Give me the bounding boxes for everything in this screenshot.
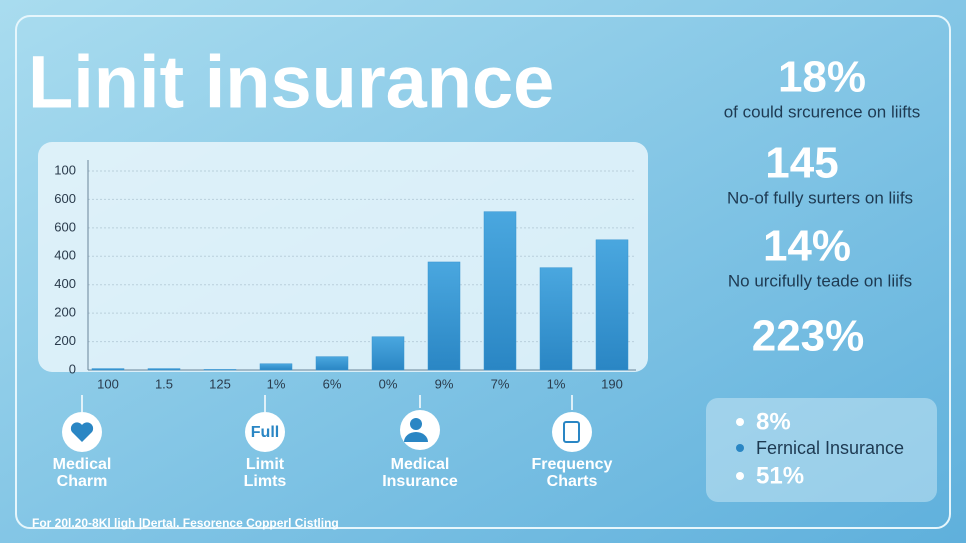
bar [595,239,629,371]
x-tick-label: 1% [267,376,286,391]
feature-icon [552,412,592,452]
y-tick-label: 600 [54,191,76,206]
x-tick-label: 7% [491,376,510,391]
y-tick-label: 600 [54,219,76,234]
legend-item: 8% [756,408,791,435]
feature-label: Limit Limts [243,456,287,490]
x-tick-label: 0% [379,376,398,391]
feature-icon [400,410,440,450]
bar [147,368,181,371]
stat-value: 223% [752,312,865,361]
title: Linit insurance [28,41,554,124]
feature-label-box: Limit Limts [243,456,287,490]
legend-dot [736,418,744,426]
x-tick-label: 6% [323,376,342,391]
stat-value: 145 [765,139,838,188]
person-icon [410,418,422,430]
feature-label-box: Medical Insurance [382,456,458,490]
heart-icon [70,422,94,442]
feature-labels: Medical Charm Limit Limts Medical Insura… [52,456,613,490]
connectors [81,395,573,412]
stat-caption: of could srcurence on liifts [724,102,921,121]
y-tick-label: 400 [54,276,76,291]
bar [259,363,293,371]
bar [371,336,405,371]
bar [203,369,237,371]
feature-label: Medical Insurance [382,456,458,490]
doc-icon [563,421,580,443]
y-tick-label: 400 [54,248,76,263]
legend-item: 51% [756,462,804,489]
y-tick-label: 100 [54,162,76,177]
feature-label-box: Medical Charm [52,456,112,490]
bar [315,356,349,371]
bar [427,261,461,371]
x-tick-label: 100 [97,376,119,391]
bar [539,267,573,371]
legend-box [706,398,937,502]
feature-icon [245,412,285,452]
x-tick-label: 1.5 [155,376,173,391]
y-tick-label: 0 [69,361,76,376]
feature-label: Frequency Charts [531,456,613,490]
icon-text: Full [251,424,279,441]
plot: 0 200 200 400 400 600 600 100 100 1.5 125 1% 6% 0% 9% 7… [54,160,636,391]
bar [91,368,125,371]
legend-dot [736,472,744,480]
legend-item: Fernical Insurance [756,438,904,458]
x-tick-label: 1% [547,376,566,391]
x-tick-label: 9% [435,376,454,391]
bar [483,211,517,371]
stat-value: 14% [763,222,851,271]
x-tick-label: 125 [209,376,231,391]
y-tick-label: 200 [54,305,76,320]
feature-label-box: Frequency Charts [531,456,613,490]
x-tick-label: 190 [601,376,623,391]
stat-value: 18% [778,53,866,102]
stat-caption: No-of fully surters on liifs [727,188,913,207]
stat-caption: No urcifully teade on liifs [728,271,912,290]
feature-label: Medical Charm [52,456,112,490]
person-icon [404,432,428,442]
footer: For 20l.20-8Kl ligh |Dertal. Fesorence C… [32,516,339,530]
frame [15,15,951,529]
y-tick-label: 200 [54,333,76,348]
legend-dot [736,444,744,452]
stats: 18% of could srcurence on liifts 145 No-… [724,53,921,361]
